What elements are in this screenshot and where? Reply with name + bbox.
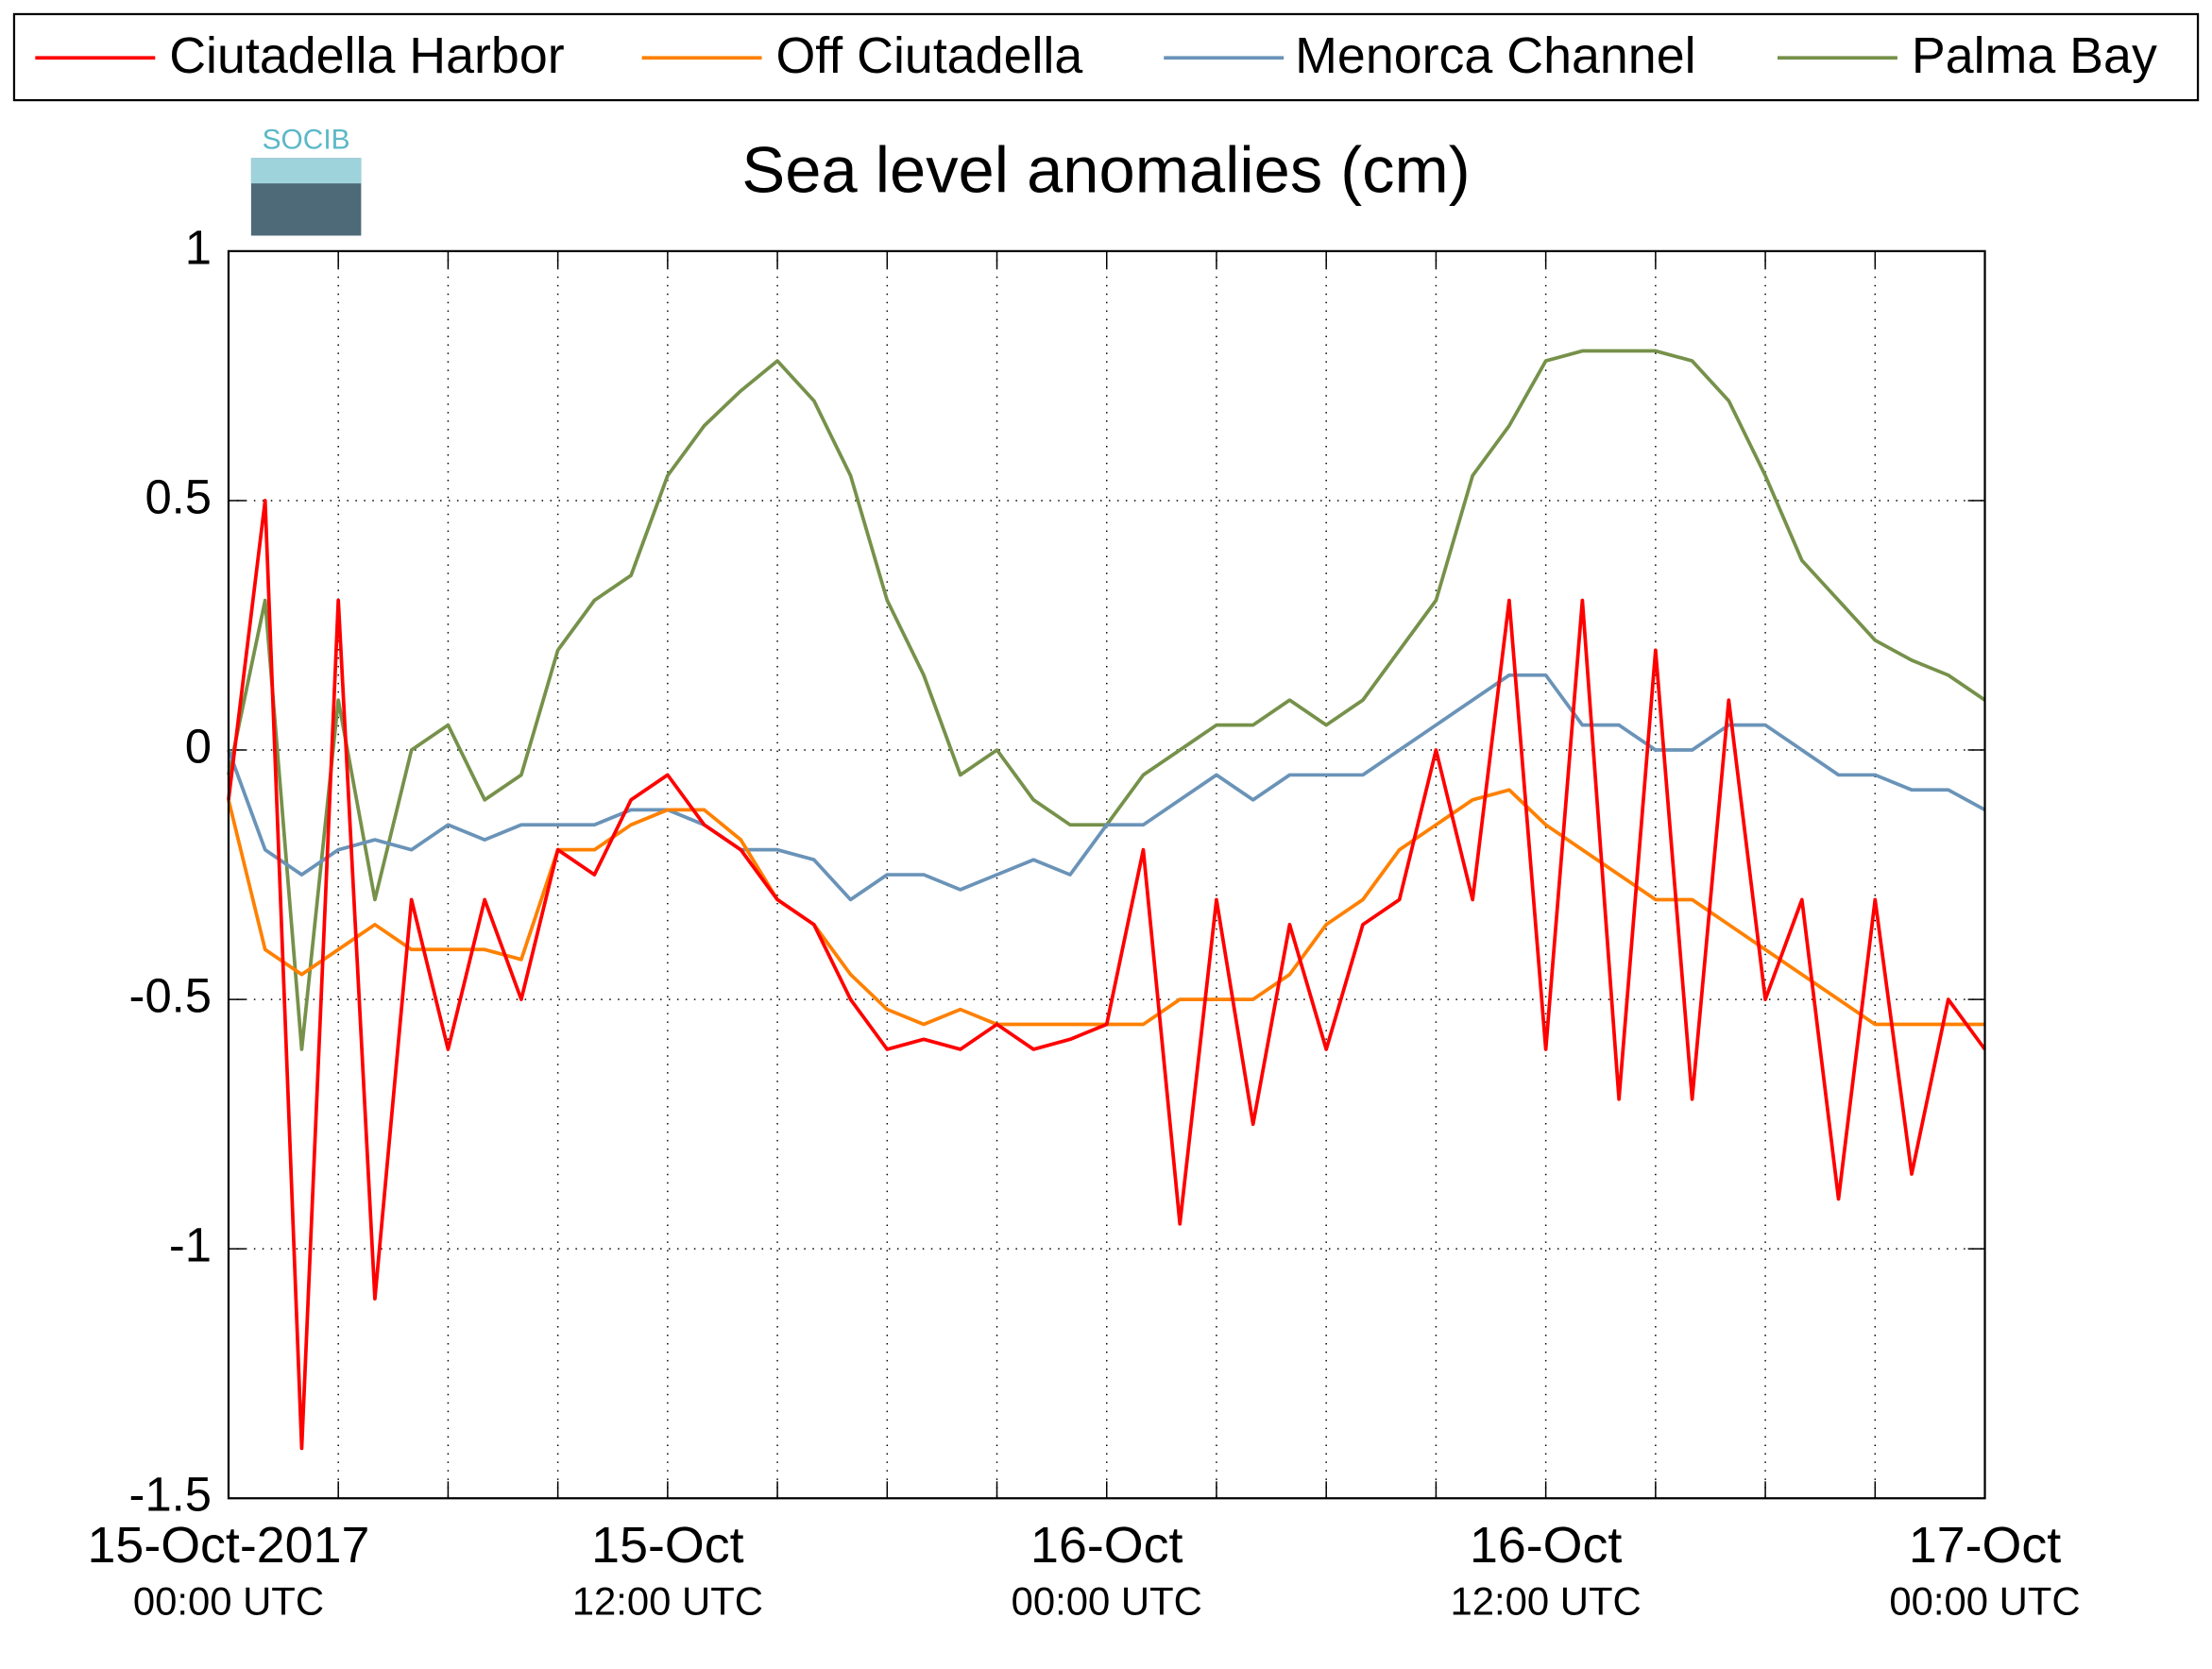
x-tick-sublabel: 12:00 UTC (572, 1578, 763, 1623)
legend-label: Ciutadella Harbor (169, 27, 564, 84)
y-tick-label: -1 (169, 1218, 212, 1272)
y-tick-label: 0.5 (145, 469, 212, 523)
x-tick-label: 16-Oct (1030, 1517, 1183, 1574)
y-tick-label: 1 (185, 220, 212, 274)
x-tick-sublabel: 00:00 UTC (1889, 1578, 2080, 1623)
legend-label: Menorca Channel (1295, 27, 1695, 84)
y-tick-label: 0 (185, 719, 212, 773)
plot-area (228, 250, 1985, 1499)
logo-text: SOCIB (263, 124, 350, 155)
x-tick-label: 17-Oct (1909, 1517, 2061, 1574)
x-tick-label: 16-Oct (1470, 1517, 1622, 1574)
y-tick-label: -1.5 (129, 1468, 212, 1522)
x-tick-sublabel: 00:00 UTC (133, 1578, 324, 1623)
y-tick-label: -0.5 (129, 969, 212, 1023)
legend-label: Palma Bay (1912, 27, 2157, 84)
plot-frame (227, 249, 1986, 1500)
x-tick-label: 15-Oct (591, 1517, 743, 1574)
series-line (227, 499, 1987, 1451)
x-tick-label: 15-Oct-2017 (88, 1517, 370, 1574)
logo: SOCIB (250, 124, 362, 236)
x-tick-sublabel: 00:00 UTC (1012, 1578, 1202, 1623)
series-line (227, 673, 1986, 902)
chart-title: Sea level anomalies (cm) (741, 133, 1470, 206)
x-tick-sublabel: 12:00 UTC (1451, 1578, 1642, 1623)
legend-label: Off Ciutadella (775, 27, 1082, 84)
